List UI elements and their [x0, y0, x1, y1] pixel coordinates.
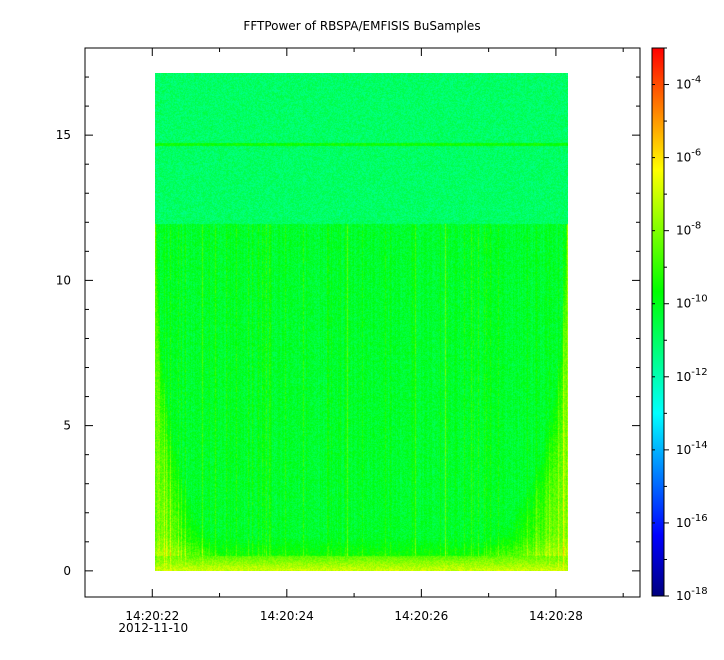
x-tick-label: 14:20:28: [529, 609, 583, 623]
y-tick-label: 15: [56, 128, 71, 142]
colorbar-tick-exponent: -8: [691, 221, 701, 232]
chart-title: FFTPower of RBSPA/EMFISIS BuSamples: [243, 19, 480, 33]
colorbar-tick-label: 10-4: [676, 75, 701, 92]
x-tick-label: 14:20:24: [260, 609, 314, 623]
spectrogram-image: [155, 73, 568, 571]
colorbar-tick-label: 10-14: [676, 440, 708, 457]
colorbar-tick-exponent: -10: [691, 294, 707, 305]
x-tick-label: 14:20:26: [394, 609, 448, 623]
colorbar-tick-exponent: -16: [691, 513, 707, 524]
y-tick-label: 0: [63, 564, 71, 578]
colorbar-tick-exponent: -18: [691, 586, 707, 597]
colorbar-tick-label: 10-6: [676, 148, 701, 165]
colorbar-tick-exponent: -14: [691, 440, 707, 451]
colorbar-tick-label: 10-16: [676, 513, 708, 530]
colorbar-tick-exponent: -6: [691, 148, 701, 159]
spectrogram-raster-holder: [155, 73, 568, 571]
colorbar-tick-label: 10-18: [676, 586, 708, 603]
y-tick-label: 5: [63, 419, 71, 433]
colorbar: [651, 47, 665, 597]
x-tick-label: 14:20:22: [125, 609, 179, 623]
colorbar-tick-exponent: -12: [691, 367, 707, 378]
y-tick-label: 10: [56, 273, 71, 287]
colorbar-tick-label: 10-10: [676, 294, 708, 311]
colorbar-tick-exponent: -4: [691, 75, 701, 86]
x-tick-sublabel-date: 2012-11-10: [118, 621, 188, 635]
spectrogram-canvas: [155, 73, 568, 571]
y-axis: 0 5 10 15: [56, 76, 640, 578]
colorbar-tick-label: 10-12: [676, 367, 708, 384]
colorbar-tick-label: 10-8: [676, 221, 701, 238]
